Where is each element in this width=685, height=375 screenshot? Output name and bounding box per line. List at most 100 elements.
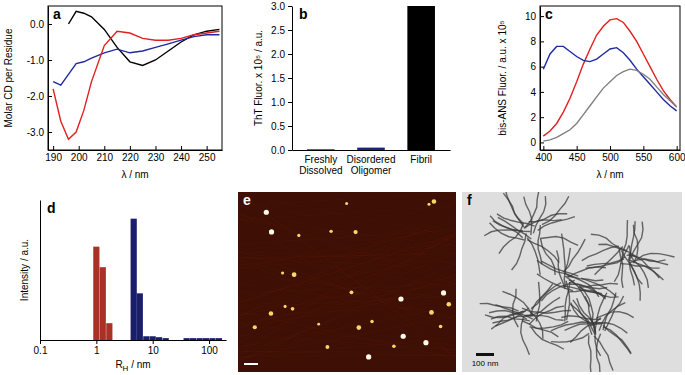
- x-axis-tick: 600: [669, 146, 685, 163]
- tick-label-line: Dissolved: [299, 165, 342, 176]
- x-axis-tick: DisorderedOligomer: [347, 150, 396, 176]
- tick-mark: [288, 54, 292, 55]
- tick-label: 450: [569, 152, 586, 163]
- bar: [100, 267, 106, 340]
- tick-mark: [288, 6, 292, 7]
- afm-streak: [238, 206, 456, 220]
- panel-label: c: [545, 6, 553, 22]
- panel-label: e: [243, 192, 251, 208]
- afm-streak: [238, 212, 456, 339]
- afm-streak: [238, 217, 456, 358]
- scale-bar: [476, 353, 494, 356]
- y-axis-line: [540, 7, 541, 151]
- tem-fibril: [513, 289, 519, 327]
- afm-streak: [238, 335, 456, 350]
- bar: [184, 338, 190, 340]
- x-axis-tick: 230: [148, 146, 165, 163]
- figure-svg: 1902002102202302402500.0-1.0-2.0-3.0aλ /…: [0, 0, 685, 375]
- afm-streak: [238, 202, 456, 356]
- afm-particle: [269, 311, 274, 316]
- afm-particle: [350, 290, 354, 294]
- image-area: [462, 192, 682, 372]
- afm-streak: [238, 288, 456, 323]
- y-axis-tick: 8: [530, 36, 544, 47]
- afm-particle: [264, 210, 269, 215]
- tick-label-line: Freshly: [304, 154, 337, 165]
- afm-particle: [356, 325, 361, 330]
- panel-label: a: [53, 6, 61, 22]
- tick-mark: [209, 340, 210, 344]
- tem-fibril: [522, 308, 543, 339]
- tick-label: -3.0: [27, 127, 45, 138]
- y-axis-tick: 1.5: [271, 73, 292, 84]
- bar: [93, 247, 99, 340]
- tick-mark: [48, 60, 52, 61]
- afm-particle: [292, 272, 297, 277]
- afm-particle: [325, 345, 329, 349]
- tem-fibril: [525, 192, 539, 228]
- y-axis-title: Intensity / a.u.: [19, 239, 30, 301]
- tem-fibril: [630, 222, 643, 259]
- bar: [307, 149, 335, 150]
- afm-streak: [238, 252, 456, 263]
- y-axis-tick: -2.0: [27, 91, 52, 102]
- afm-streak: [238, 280, 456, 325]
- tick-label: 190: [45, 152, 62, 163]
- plot-frame: [540, 6, 680, 150]
- data-line: [53, 31, 219, 139]
- bar: [131, 219, 137, 340]
- afm-streak: [238, 232, 456, 372]
- afm-particle: [441, 290, 446, 295]
- bar: [357, 148, 385, 150]
- tem-fibril: [587, 257, 625, 266]
- panel-label: f: [467, 192, 472, 208]
- tick-mark: [130, 146, 131, 150]
- afm-particle: [423, 340, 428, 345]
- tick-label: 250: [199, 152, 216, 163]
- tick-label: 550: [635, 152, 652, 163]
- afm-particle: [253, 325, 257, 329]
- tick-label: 1.5: [271, 73, 285, 84]
- tem-fibril: [561, 316, 600, 320]
- y-axis-title: Molar CD per Residue: [3, 28, 14, 127]
- x-axis-tick: 1: [94, 340, 100, 356]
- tem-fibril: [505, 192, 523, 223]
- x-axis-tick: 0.1: [34, 340, 48, 356]
- plot-area: [93, 219, 222, 340]
- tick-label: 0.0: [30, 19, 44, 30]
- tick-mark: [48, 24, 52, 25]
- tem-fibril: [527, 240, 559, 263]
- afm-streak: [238, 194, 456, 237]
- data-line: [543, 19, 676, 136]
- tick-label: 10: [525, 11, 537, 22]
- bar: [137, 293, 143, 340]
- tick-mark: [540, 142, 544, 143]
- tem-fibril: [590, 318, 600, 356]
- tick-mark: [643, 146, 644, 150]
- tick-mark: [610, 146, 611, 150]
- bar: [163, 338, 169, 340]
- tick-mark: [104, 146, 105, 150]
- afm-particle: [398, 296, 403, 301]
- tick-label: 6: [530, 61, 536, 72]
- y-axis-tick: -1.0: [27, 55, 52, 66]
- y-axis: 0.0 -1.0 -2.0 -3.0: [27, 7, 52, 151]
- tick-label: 240: [173, 152, 190, 163]
- tem-fibril: [541, 261, 578, 276]
- y-axis-tick: 0.5: [271, 121, 292, 132]
- x-axis-line: [41, 340, 227, 341]
- tick-mark: [181, 146, 182, 150]
- afm-background: [238, 192, 456, 372]
- tick-mark: [288, 30, 292, 31]
- tick-label: 3.0: [271, 1, 285, 12]
- bar: [203, 338, 209, 340]
- afm-particle: [345, 202, 348, 205]
- x-axis: 400450500550600: [535, 146, 685, 163]
- x-axis-tick: 550: [635, 146, 652, 163]
- tick-label-line: Fibril: [410, 154, 432, 165]
- afm-streak: [238, 259, 456, 353]
- bar: [190, 338, 196, 340]
- y-axis-line: [40, 201, 41, 341]
- afm-streak: [238, 258, 456, 269]
- y-axis: [40, 201, 41, 341]
